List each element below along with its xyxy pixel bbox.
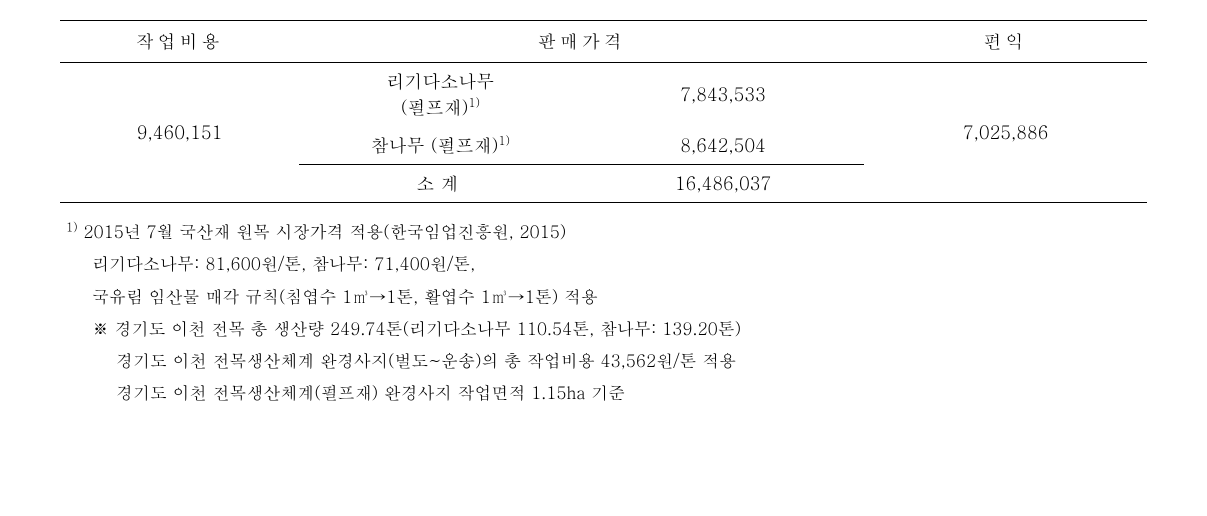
footnote-3: 국유림 임산물 매각 규칙(침엽수 1㎥→1톤, 활엽수 1㎥→1톤) 적용 [66, 280, 1147, 312]
cost-price-table: 작업비용 판매가격 편익 9,460,151 리기다소나무 (펄프재)1) 7,… [60, 20, 1147, 203]
row1-name-line1: 리기다소나무 [386, 69, 494, 94]
row2-value: 8,642,504 [582, 126, 865, 165]
footnote-6: 경기도 이천 전목생산체계(펄프재) 완경사지 작업면적 1.15ha 기준 [66, 376, 1147, 408]
subtotal-value: 16,486,037 [582, 165, 865, 203]
header-benefit: 편익 [864, 21, 1147, 63]
footnote-4: ※ 경기도 이천 전목 총 생산량 249.74톤(리기다소나무 110.54톤… [66, 312, 1147, 344]
footnote-5: 경기도 이천 전목생산체계 완경사지(벌도~운송)의 총 작업비용 43,562… [66, 344, 1147, 376]
row1-name: 리기다소나무 (펄프재)1) [299, 63, 582, 127]
header-price: 판매가격 [299, 21, 864, 63]
subtotal-label: 소계 [299, 165, 582, 203]
row2-sup: 1) [498, 132, 510, 149]
footnotes: 1) 2015년 7월 국산재 원목 시장가격 적용(한국임업진흥원, 2015… [60, 215, 1147, 409]
footnote-1-text: 2015년 7월 국산재 원목 시장가격 적용(한국임업진흥원, 2015) [83, 219, 566, 243]
footnote-2: 리기다소나무: 81,600원/톤, 참나무: 71,400원/톤, [66, 247, 1147, 279]
row2-name-line1: 참나무 (펄프재) [371, 133, 499, 158]
footnote-1: 1) 2015년 7월 국산재 원목 시장가격 적용(한국임업진흥원, 2015… [66, 215, 1147, 247]
header-cost: 작업비용 [60, 21, 299, 63]
footnote-sup: 1) [66, 218, 78, 235]
cost-value: 9,460,151 [60, 63, 299, 203]
row1-name-line2: (펄프재) [401, 95, 469, 120]
row1-sup: 1) [468, 94, 480, 111]
row1-value: 7,843,533 [582, 63, 865, 127]
benefit-value: 7,025,886 [864, 63, 1147, 203]
row2-name: 참나무 (펄프재)1) [299, 126, 582, 165]
